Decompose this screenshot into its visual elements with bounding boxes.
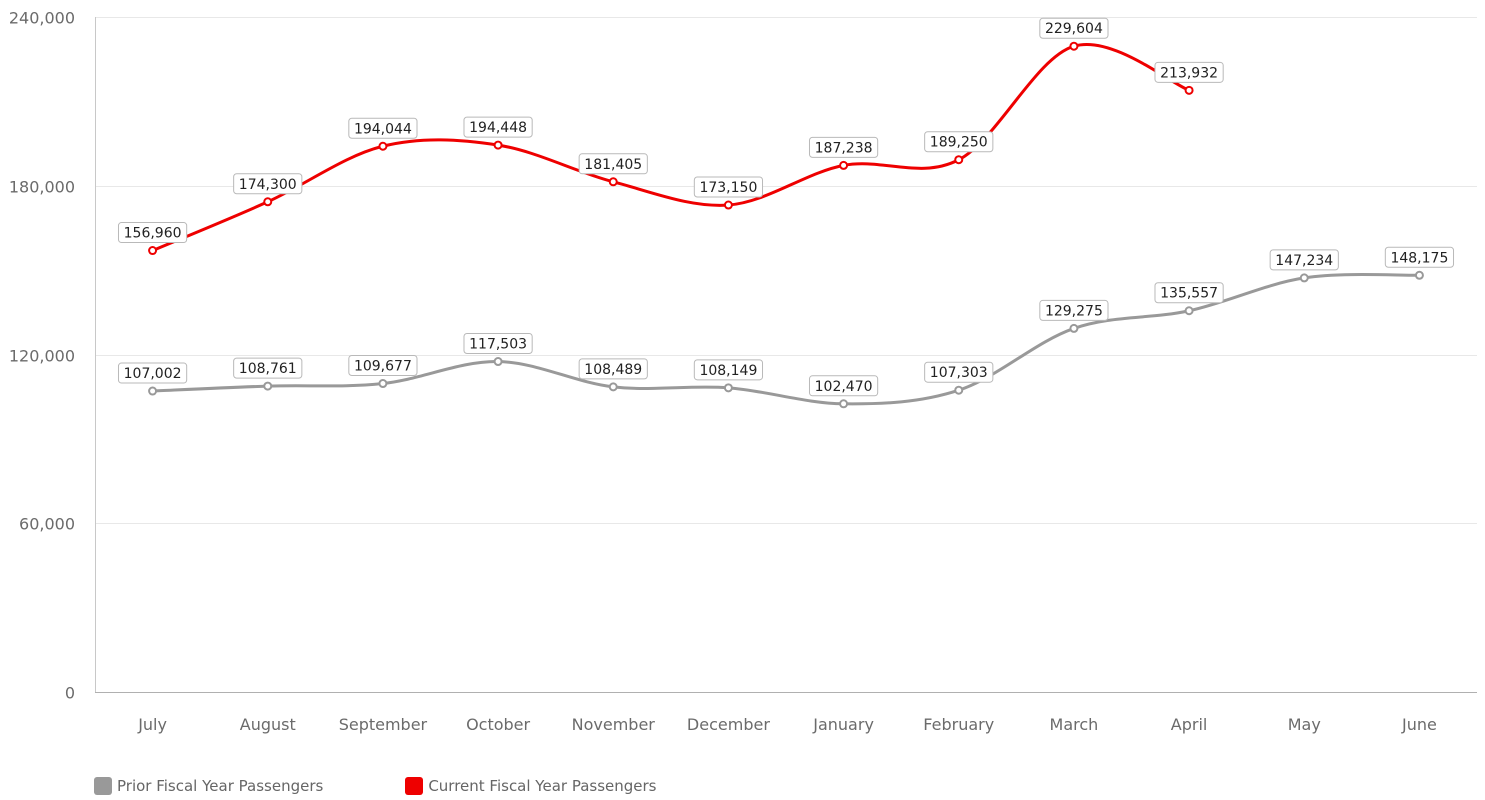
data-label: 174,300 xyxy=(239,177,297,193)
data-label-box xyxy=(693,359,764,381)
data-label-box xyxy=(117,222,188,244)
data-label: 107,002 xyxy=(124,366,182,382)
data-label-box xyxy=(1154,282,1224,304)
grid-lines xyxy=(95,17,1477,524)
data-point xyxy=(1414,270,1424,280)
data-point xyxy=(1299,273,1309,283)
legend-item-current[interactable]: Current Fiscal Year Passengers xyxy=(405,777,657,795)
data-label: 229,604 xyxy=(1045,21,1103,37)
data-label-box xyxy=(1039,17,1109,39)
data-point xyxy=(263,197,273,207)
data-point xyxy=(723,200,733,210)
data-label: 156,960 xyxy=(124,226,182,242)
data-label-box xyxy=(1039,299,1109,321)
data-label: 108,489 xyxy=(584,362,642,378)
x-tick-label: March xyxy=(1050,715,1099,734)
data-point xyxy=(1069,323,1079,333)
x-tick-label: November xyxy=(572,715,656,734)
data-label-box xyxy=(924,131,994,153)
data-label: 109,677 xyxy=(354,359,412,375)
data-label-box xyxy=(1384,246,1455,268)
data-point xyxy=(839,160,849,170)
legend-swatch-current xyxy=(405,777,424,795)
data-label-box xyxy=(578,358,648,380)
data-label-box xyxy=(233,357,303,379)
legend-swatch-prior xyxy=(94,777,112,795)
data-point xyxy=(723,383,733,393)
x-tick-label: April xyxy=(1171,715,1208,734)
x-tick-label: June xyxy=(1401,715,1437,734)
data-label: 135,557 xyxy=(1160,286,1218,302)
data-label-box xyxy=(578,153,648,175)
data-label: 213,932 xyxy=(1160,65,1218,81)
data-label: 189,250 xyxy=(930,135,988,151)
series-lines xyxy=(148,41,1424,409)
data-label: 173,150 xyxy=(699,180,757,196)
data-point xyxy=(148,246,158,256)
data-point xyxy=(493,357,503,367)
x-tick-label: January xyxy=(812,715,874,734)
y-tick-label: 60,000 xyxy=(19,515,75,534)
data-label: 108,149 xyxy=(699,363,757,379)
data-labels: 107,002 108,761 109,677 117,503 108,489 108,1… xyxy=(117,17,1455,397)
data-label-box xyxy=(348,117,418,139)
legend: Prior Fiscal Year Passengers Current Fis… xyxy=(94,777,739,795)
data-point xyxy=(608,177,618,187)
legend-item-prior[interactable]: Prior Fiscal Year Passengers xyxy=(94,777,323,795)
series-line-0 xyxy=(152,273,1420,406)
y-tick-label: 180,000 xyxy=(9,178,75,197)
data-point xyxy=(839,399,849,409)
data-label-box xyxy=(348,355,418,377)
data-label: 147,234 xyxy=(1275,253,1333,269)
data-label: 129,275 xyxy=(1045,303,1103,319)
data-point xyxy=(493,140,503,150)
data-label: 102,470 xyxy=(815,379,873,395)
data-point xyxy=(1184,85,1194,95)
x-tick-label: December xyxy=(687,715,770,734)
data-label-box xyxy=(117,362,188,384)
data-point xyxy=(378,379,388,389)
data-label-box xyxy=(463,333,533,355)
data-point xyxy=(378,141,388,151)
data-point xyxy=(1184,306,1194,316)
data-point xyxy=(608,382,618,392)
data-point xyxy=(954,385,964,395)
y-tick-label: 0 xyxy=(65,684,75,703)
data-label-box xyxy=(1154,61,1224,83)
y-tick-label: 240,000 xyxy=(9,9,75,28)
data-label: 187,238 xyxy=(815,140,873,156)
data-point xyxy=(954,155,964,165)
data-point xyxy=(148,386,158,396)
axes: 0 60,000 120,000 180,000 240,000 July August Se… xyxy=(9,9,1477,734)
data-label: 181,405 xyxy=(584,157,642,173)
y-tick-label: 120,000 xyxy=(9,347,75,366)
data-label: 108,761 xyxy=(239,361,297,377)
data-label: 107,303 xyxy=(930,365,988,381)
x-tick-label: May xyxy=(1288,715,1321,734)
x-tick-label: July xyxy=(137,715,167,734)
data-label: 117,503 xyxy=(469,337,527,353)
x-tick-label: October xyxy=(466,715,530,734)
legend-label-current: Current Fiscal Year Passengers xyxy=(428,777,657,795)
data-label-box xyxy=(808,375,879,397)
data-label-box xyxy=(463,116,533,138)
data-point xyxy=(1069,41,1079,51)
data-label: 194,044 xyxy=(354,121,412,137)
data-label: 148,175 xyxy=(1390,250,1448,266)
x-tick-label: February xyxy=(923,715,994,734)
data-label-box xyxy=(233,173,303,195)
data-label: 194,448 xyxy=(469,120,527,136)
x-tick-label: September xyxy=(339,715,428,734)
data-label-box xyxy=(693,176,764,198)
legend-label-prior: Prior Fiscal Year Passengers xyxy=(117,777,324,795)
data-label-box xyxy=(1269,249,1339,271)
data-point xyxy=(263,381,273,391)
data-label-box xyxy=(808,136,879,158)
x-tick-label: August xyxy=(240,715,296,734)
series-line-1 xyxy=(151,43,1190,252)
data-label-box xyxy=(924,361,994,383)
